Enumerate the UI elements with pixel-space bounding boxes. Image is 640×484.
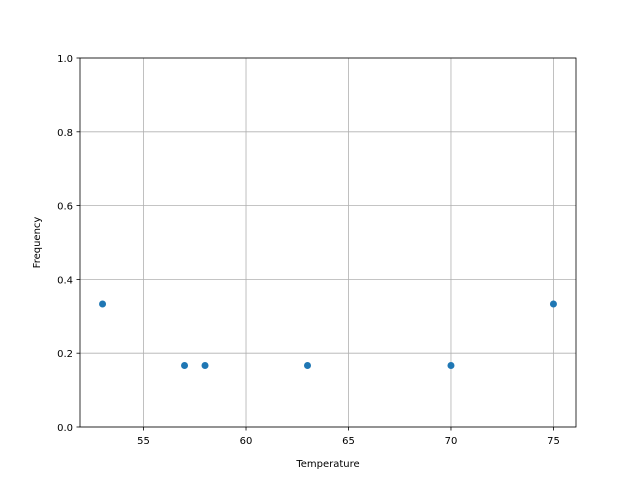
x-axis-label: Temperature — [295, 459, 359, 470]
y-tick-label: 0.8 — [57, 128, 73, 139]
x-tick-label: 60 — [240, 436, 253, 447]
y-tick-label: 0.6 — [57, 202, 73, 213]
y-tick-label: 0.4 — [57, 275, 73, 286]
ticks: 55 60 65 70 75 0.0 0.2 0.4 0.6 0.8 1.0 — [57, 54, 560, 447]
grid — [80, 57, 576, 428]
y-tick-label: 1.0 — [57, 54, 73, 65]
data-points — [99, 300, 557, 369]
data-point — [181, 361, 189, 369]
data-point — [201, 361, 209, 369]
data-point — [447, 361, 455, 369]
y-tick-label: 0.0 — [57, 423, 73, 434]
axes-frame — [79, 57, 577, 428]
x-tick-label: 55 — [137, 436, 150, 447]
data-point — [549, 300, 557, 308]
data-point — [99, 300, 107, 308]
y-axis-label: Frequency — [32, 217, 43, 269]
data-point — [304, 361, 312, 369]
y-tick-label: 0.2 — [57, 349, 73, 360]
x-tick-label: 70 — [445, 436, 458, 447]
x-tick-label: 65 — [342, 436, 355, 447]
x-tick-label: 75 — [547, 436, 560, 447]
